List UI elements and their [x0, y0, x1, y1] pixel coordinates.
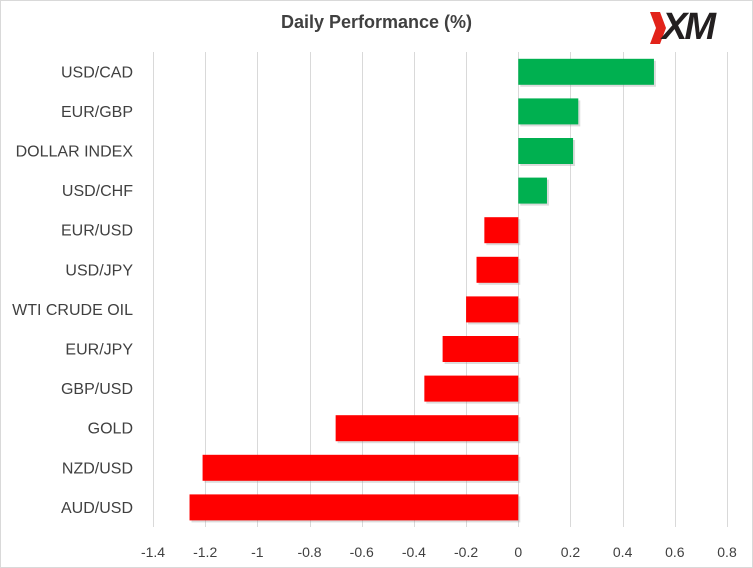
bar	[518, 98, 579, 125]
chart-title: Daily Performance (%)	[280, 12, 473, 32]
logo-text: XM	[662, 6, 716, 48]
bar	[189, 494, 519, 521]
bar	[335, 415, 519, 442]
bar	[518, 58, 654, 85]
x-tick-label: -0.4	[402, 544, 426, 560]
bar	[518, 177, 547, 204]
category-label: DOLLAR INDEX	[16, 144, 134, 161]
bar	[484, 217, 519, 244]
x-tick-label: -1.4	[141, 544, 165, 560]
category-label: USD/CHF	[62, 183, 133, 200]
category-label: AUD/USD	[61, 500, 133, 517]
bar	[424, 375, 519, 402]
x-tick-label: -1.2	[193, 544, 217, 560]
x-tick-label: 0	[514, 544, 522, 560]
category-label: WTI CRUDE OIL	[12, 302, 133, 319]
x-tick-label: -1	[251, 544, 264, 560]
category-label: EUR/JPY	[65, 342, 133, 359]
x-tick-label: -0.6	[350, 544, 374, 560]
x-tick-label: 0.4	[613, 544, 633, 560]
x-tick-label: 0.6	[665, 544, 685, 560]
category-label: EUR/USD	[61, 223, 133, 240]
category-label: NZD/USD	[62, 460, 133, 477]
category-label: USD/JPY	[65, 262, 133, 279]
category-label: USD/CAD	[61, 64, 133, 81]
category-label: GBP/USD	[61, 381, 133, 398]
x-tick-label: -0.8	[297, 544, 321, 560]
category-label: GOLD	[88, 421, 133, 438]
bar	[442, 336, 519, 362]
bar	[202, 454, 519, 481]
category-label: EUR/GBP	[61, 104, 133, 121]
xm-logo: XM	[648, 6, 744, 50]
x-tick-label: 0.8	[717, 544, 737, 560]
bar	[518, 138, 574, 164]
bar	[466, 296, 519, 323]
bar	[476, 256, 519, 283]
logo-mark-icon	[650, 12, 666, 44]
x-tick-label: 0.2	[561, 544, 581, 560]
x-tick-label: -0.2	[454, 544, 478, 560]
